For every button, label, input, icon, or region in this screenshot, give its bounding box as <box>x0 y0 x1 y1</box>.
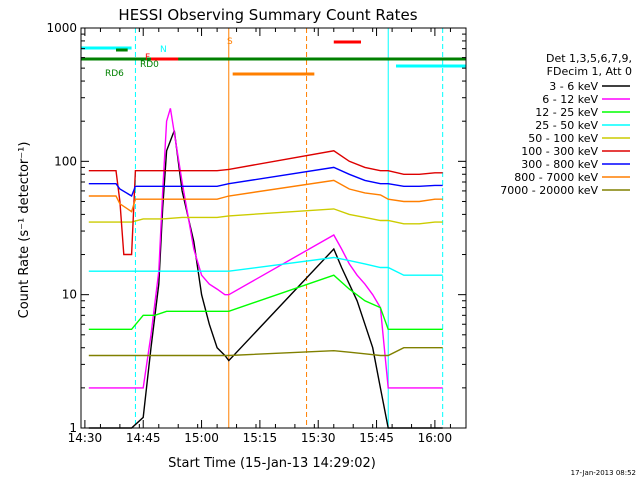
plot-frame <box>80 27 467 429</box>
flag-label-0: N <box>160 45 167 55</box>
chart-title: HESSI Observing Summary Count Rates <box>118 6 417 24</box>
flag-labels: NF S RD0 RD6 <box>105 37 233 79</box>
y-tick-label-3: 1000 <box>46 21 77 35</box>
timestamp: 17-Jan-2013 08:52 <box>571 469 636 477</box>
y-axis: 1 10 100 1000 <box>46 21 466 435</box>
legend-label-8: 7000 - 20000 keV <box>500 184 598 197</box>
legend-label-5: 100 - 300 keV <box>521 145 598 158</box>
y-tick-label-1: 10 <box>62 288 77 302</box>
legend-label-6: 300 - 800 keV <box>521 158 598 171</box>
x-tick-label-5: 15:45 <box>359 431 394 445</box>
y-tick-label-2: 100 <box>54 154 77 168</box>
legend-header-line1: Det 1,3,5,6,7,9, <box>546 52 632 65</box>
x-tick-label-4: 15:30 <box>301 431 336 445</box>
x-tick-label-3: 15:15 <box>243 431 278 445</box>
legend-label-3: 25 - 50 keV <box>535 119 598 132</box>
legend-label-4: 50 - 100 keV <box>528 132 598 145</box>
flag-label-3: RD0 <box>140 60 159 70</box>
series-line-8 <box>88 347 443 357</box>
series-line-6 <box>88 166 443 198</box>
x-axis-label: Start Time (15-Jan-13 14:29:02) <box>168 456 376 471</box>
series-line-5 <box>88 150 443 256</box>
series-line-3 <box>88 256 443 276</box>
x-axis: 14:30 14:45 15:00 15:15 15:30 15:45 16:00 <box>68 28 453 445</box>
y-tick-label-0: 1 <box>69 421 77 435</box>
series-line-7 <box>88 179 443 213</box>
series-line-0 <box>88 130 443 429</box>
legend-label-1: 6 - 12 keV <box>542 93 598 106</box>
x-tick-label-1: 14:45 <box>126 431 161 445</box>
legend-label-2: 12 - 25 keV <box>535 106 598 119</box>
flag-label-2: S <box>227 37 233 47</box>
flag-label-4: RD6 <box>105 69 124 79</box>
x-tick-label-0: 14:30 <box>68 431 103 445</box>
legend-header-line2: FDecim 1, Att 0 <box>547 65 632 78</box>
x-tick-label-2: 15:00 <box>184 431 219 445</box>
x-tick-label-6: 16:00 <box>418 431 453 445</box>
series-line-2 <box>88 274 443 330</box>
y-axis-label: Count Rate (s⁻¹ detector⁻¹) <box>17 142 32 319</box>
flag-label-1: F <box>145 53 150 63</box>
series-line-1 <box>88 108 443 389</box>
vertical-markers <box>80 28 444 428</box>
flag-bars <box>81 40 466 76</box>
legend-label-0: 3 - 6 keV <box>549 80 598 93</box>
series-line-4 <box>88 208 443 225</box>
legend-label-7: 800 - 7000 keV <box>514 171 598 184</box>
series-layer <box>88 108 443 429</box>
